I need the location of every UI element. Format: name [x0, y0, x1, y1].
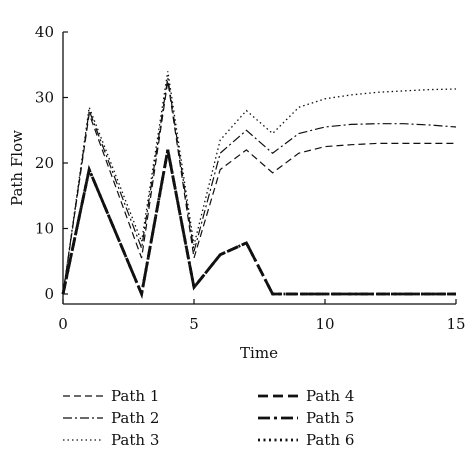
- y-tick-label: 20: [35, 154, 54, 172]
- y-ticks: 0 10 20 30 40: [35, 23, 68, 303]
- plot-lines: [61, 71, 457, 299]
- series-line-path-4: [61, 149, 456, 299]
- legend: Path 1 Path 2 Path 3 Path 4 Path 5 Path 6: [63, 387, 354, 449]
- y-tick-label: 0: [44, 285, 54, 303]
- legend-label-path-2: Path 2: [111, 409, 159, 427]
- legend-label-path-3: Path 3: [111, 431, 159, 449]
- y-tick-label: 40: [35, 23, 54, 41]
- x-tick-label: 5: [189, 315, 199, 333]
- legend-label-path-5: Path 5: [306, 409, 354, 427]
- series-line-path-5: [61, 149, 456, 299]
- series-line-path-1: [62, 81, 456, 295]
- x-ticks: 0 5 10 15: [58, 299, 466, 333]
- y-tick-label: 10: [35, 220, 54, 238]
- legend-label-path-1: Path 1: [111, 387, 159, 405]
- series-line-path-6: [61, 149, 456, 299]
- x-tick-label: 10: [315, 315, 334, 333]
- legend-label-path-4: Path 4: [306, 387, 354, 405]
- x-tick-label: 0: [58, 315, 68, 333]
- series-line-path-3: [62, 71, 457, 295]
- legend-label-path-6: Path 6: [306, 431, 354, 449]
- y-axis-title: Path Flow: [8, 130, 26, 206]
- x-tick-label: 15: [446, 315, 465, 333]
- x-axis-title: Time: [240, 344, 278, 362]
- y-tick-label: 30: [35, 89, 54, 107]
- series-line-path-2: [62, 77, 457, 295]
